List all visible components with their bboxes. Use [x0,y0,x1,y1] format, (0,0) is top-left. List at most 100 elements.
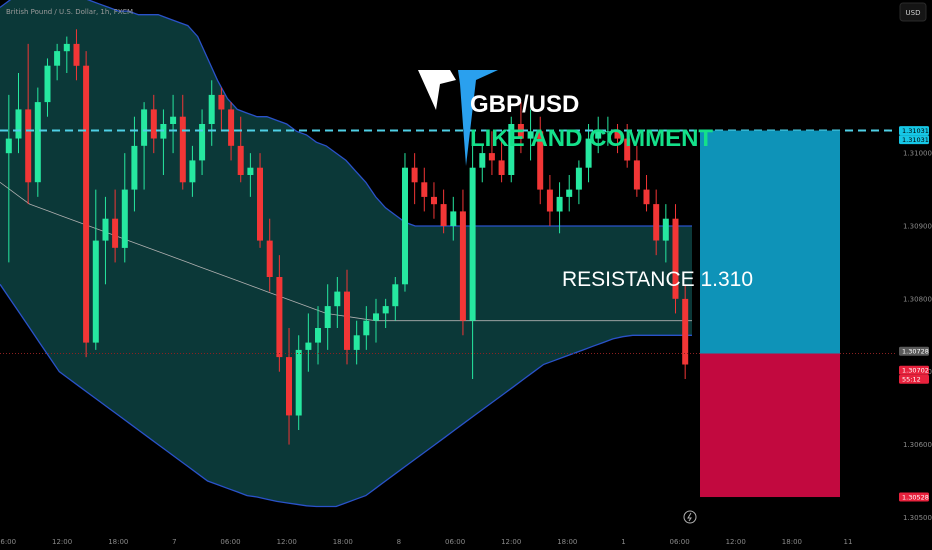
candle-bull [315,328,321,343]
candle-bull [54,51,61,66]
time-tick-label: 18:00 [557,538,577,546]
price-tag-label: 1.30728 [902,348,929,356]
candle-bull [141,109,148,146]
price-tick-label: 1.30800 [903,295,932,303]
price-tag [899,126,929,136]
candle-bear [546,189,553,212]
bolt-icon [687,512,692,522]
time-tick-label: 18:00 [108,538,128,546]
candle-bear [73,43,80,66]
price-tag [899,492,929,502]
candle-bear [498,160,505,175]
time-tick-label: 1 [621,538,625,546]
candle-bull [121,189,128,248]
candle-bull [450,211,457,226]
candle-bear [266,240,273,277]
candle-bear [411,167,418,183]
candle-bull [373,313,379,321]
candle-bear [672,218,679,299]
candle-bull [508,124,515,175]
price-tick-label: 1.30500 [903,514,932,522]
candle-bear [653,204,660,241]
time-tick-label: 7 [172,538,176,546]
candle-bull [247,167,254,175]
candle-bull [363,320,370,336]
time-tick-label: 18:00 [333,538,353,546]
time-tick-label: 06:00 [220,538,240,546]
candle-bull [402,167,408,285]
candle-bull [92,240,99,343]
candle-bull [585,138,592,168]
candle-bear [218,94,225,110]
candle-bear [624,138,631,161]
candle-bull [305,342,312,350]
price-tag-label: 1.30702 [902,367,929,375]
candle-bear [228,109,235,146]
candle-bear [179,116,186,183]
candle-bear [421,182,428,197]
stop-loss-zone[interactable] [700,353,840,498]
candle-bull [44,65,51,103]
price-tag-label: 1.31031 [902,127,929,135]
candle-bear [276,277,283,358]
candle-bear [344,291,350,350]
candle-bull [469,167,476,321]
replay-icon-circle [683,510,697,524]
long-position-tool[interactable] [700,130,840,498]
take-profit-zone[interactable] [700,130,840,354]
candle-bull [334,291,341,307]
candle-bull [102,218,109,241]
band-lower-line [0,283,692,508]
resistance-label: RESISTANCE 1.310 [562,268,753,291]
currency-button[interactable] [899,2,927,22]
candle-bear [150,109,157,139]
candle-bull [15,109,22,139]
candle-bear [112,218,119,248]
candle-bull [556,196,563,212]
candle-bull [575,167,582,190]
price-tag-label: 1.31031 [902,136,929,144]
candles [5,29,689,445]
candle-bull [295,349,302,416]
price-tag-label: 55:12 [902,376,921,384]
time-tick-label: 12:00 [52,538,72,546]
candle-bull [392,284,399,307]
time-tick-label: 8 [397,538,401,546]
candle-bear [614,131,621,139]
price-axis-background [897,0,932,550]
candle-bear [237,145,244,175]
candle-bull [527,131,534,139]
time-axis[interactable]: 06:00 12:00 18:00 7 06:00 12:00 18:00 8 06:00 12:… [0,538,852,546]
overlay-title: GBP/USD [470,91,579,118]
candle-bull [595,131,602,139]
price-axis[interactable]: USD 1.310001.309001.308001.307001.306001… [897,0,932,550]
time-tick-label: 12:00 [277,538,297,546]
candle-bear [682,298,689,365]
overlay-subtitle: LIKE AND COMMENT [470,125,713,152]
candle-bull [5,138,12,154]
candle-bear [643,189,650,205]
candle-bear [459,211,466,321]
candle-bull [662,218,669,241]
price-tick-label: 1.30600 [903,441,932,449]
candle-bull [566,189,573,197]
replay-icon[interactable] [683,510,697,524]
price-tick-label: 1.31000 [903,150,932,158]
candle-bull [170,116,177,124]
candle-bear [257,167,263,241]
time-tick-label: 06:00 [445,538,465,546]
time-tick-label: 06:00 [0,538,16,546]
candle-bear [537,131,544,190]
price-tag-label: 1.30528 [902,493,929,501]
candle-bear [440,204,447,226]
time-tick-label: 11 [844,538,853,546]
logo-mark-white [418,70,456,110]
candle-bull [479,153,486,168]
time-tick-label: 18:00 [782,538,802,546]
candle-bull [382,306,389,314]
candle-bull [324,306,331,328]
candle-bull [353,335,360,350]
time-tick-label: 12:00 [501,538,521,546]
